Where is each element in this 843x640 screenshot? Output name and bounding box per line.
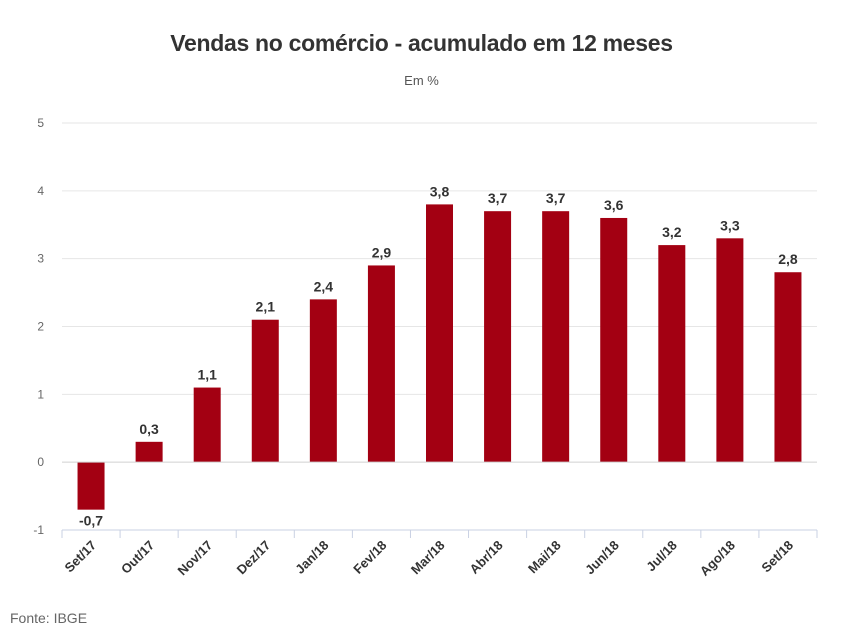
y-tick-label: 0	[37, 455, 44, 469]
bar	[251, 319, 279, 463]
bar	[193, 387, 221, 463]
x-tick-label: Ago/18	[697, 538, 738, 579]
bars	[77, 204, 802, 510]
data-label: 2,8	[778, 251, 798, 267]
data-label: 1,1	[197, 367, 217, 383]
x-tick-label: Dez/17	[234, 538, 274, 578]
data-label: -0,7	[79, 513, 103, 529]
x-tick-label: Set/18	[758, 538, 796, 576]
bar	[309, 299, 337, 463]
data-label: 3,8	[430, 183, 450, 199]
y-tick-label: 3	[37, 252, 44, 266]
bar	[542, 211, 570, 463]
y-tick-label: 4	[37, 184, 44, 198]
x-tick-label: Mai/18	[525, 538, 564, 577]
y-axis-ticks: 5 4 3 2 1 0 -1	[33, 116, 44, 537]
bar	[77, 462, 105, 510]
x-tick-label: Fev/18	[350, 538, 389, 577]
bar	[600, 217, 628, 463]
bar	[658, 245, 686, 463]
x-tick-label: Nov/17	[175, 538, 216, 579]
bar	[774, 272, 802, 463]
x-tick-label: Jun/18	[582, 538, 622, 578]
x-tick-label: Out/17	[118, 538, 157, 577]
data-label: 2,1	[256, 299, 276, 315]
bar	[367, 265, 395, 463]
data-label: 3,3	[720, 217, 740, 233]
data-label: 3,7	[488, 190, 508, 206]
chart-subtitle: Em %	[404, 73, 439, 88]
bar	[716, 238, 744, 463]
bar	[135, 441, 163, 463]
y-tick-label: 1	[37, 387, 44, 401]
source-note: Fonte: IBGE	[10, 610, 88, 626]
data-label: 3,7	[546, 190, 566, 206]
x-tick-label: Jan/18	[292, 538, 331, 577]
x-axis	[61, 461, 818, 538]
data-label: 3,2	[662, 224, 682, 240]
data-labels: -0,7 0,3 1,1 2,1 2,4 2,9 3,8 3,7 3,7 3,6 3,2 3,3 2,8	[79, 183, 798, 528]
data-label: 0,3	[139, 421, 159, 437]
bar	[484, 211, 512, 463]
x-tick-label: Jul/18	[643, 538, 680, 575]
chart-title: Vendas no comércio - acumulado em 12 mes…	[170, 30, 673, 56]
x-tick-label: Mar/18	[408, 538, 448, 578]
y-tick-label: -1	[33, 523, 44, 537]
x-axis-ticks: Set/17 Out/17 Nov/17 Dez/17 Jan/18 Fev/18 Mar/…	[61, 538, 796, 579]
x-tick-label: Set/17	[61, 538, 99, 576]
data-label: 2,4	[314, 278, 334, 294]
data-label: 3,6	[604, 197, 624, 213]
y-tick-label: 2	[37, 320, 44, 334]
bar	[426, 204, 453, 463]
x-tick-label: Abr/18	[466, 538, 505, 577]
y-tick-label: 5	[37, 116, 44, 130]
data-label: 2,9	[372, 244, 392, 260]
